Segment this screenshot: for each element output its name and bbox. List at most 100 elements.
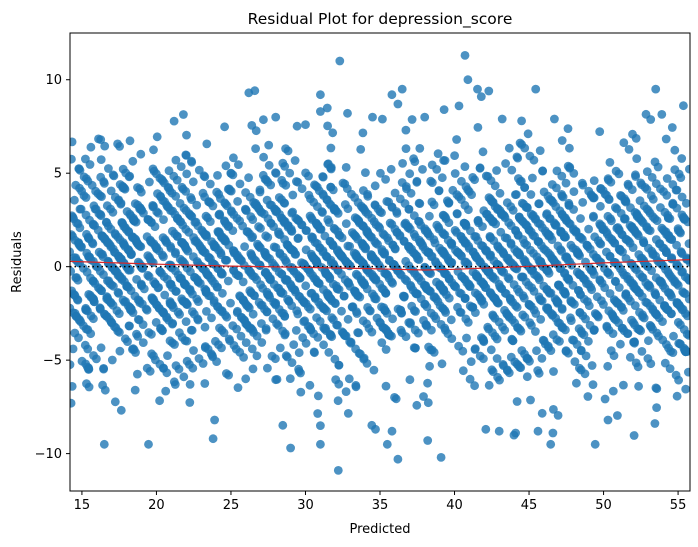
scatter-point: [134, 240, 143, 250]
scatter-point: [294, 348, 304, 358]
scatter-point: [70, 382, 77, 391]
outlier-point: [517, 116, 526, 126]
scatter-point: [375, 317, 385, 327]
scatter-point: [224, 370, 234, 380]
scatter-point: [614, 169, 624, 179]
scatter-point: [565, 162, 575, 172]
scatter-point: [370, 181, 380, 191]
scatter-point: [657, 259, 666, 269]
scatter-point: [668, 198, 678, 208]
scatter-point: [450, 281, 460, 291]
scatter-point: [562, 273, 572, 283]
scatter-point: [600, 283, 610, 293]
scatter-point: [467, 190, 476, 200]
scatter-point: [494, 261, 504, 271]
scatter-point: [576, 214, 585, 223]
scatter-point: [177, 256, 187, 266]
outlier-point: [533, 426, 543, 436]
scatter-point: [159, 272, 169, 282]
scatter-point: [70, 231, 77, 241]
scatter-point: [100, 141, 110, 151]
scatter-point: [581, 257, 590, 267]
scatter-point: [297, 184, 307, 194]
scatter-point: [436, 320, 446, 329]
scatter-point: [351, 287, 360, 297]
scatter-point: [458, 366, 468, 376]
scatter-point: [464, 205, 473, 215]
scatter-point: [210, 279, 220, 288]
scatter-point: [564, 200, 574, 210]
scatter-point: [568, 335, 577, 345]
scatter-point: [86, 142, 96, 152]
scatter-point: [516, 326, 526, 336]
outlier-point: [371, 424, 380, 434]
scatter-point: [142, 305, 152, 315]
scatter-point: [218, 288, 227, 298]
scatter-point: [429, 292, 439, 302]
scatter-point: [80, 340, 90, 350]
scatter-point: [185, 380, 195, 389]
scatter-point: [288, 207, 297, 217]
scatter-point: [534, 273, 543, 283]
scatter-point: [166, 280, 176, 289]
scatter-point: [414, 198, 424, 208]
scatter-point: [539, 244, 549, 254]
scatter-point: [645, 208, 655, 218]
scatter-point: [511, 190, 520, 200]
scatter-point: [262, 307, 272, 317]
scatter-point: [293, 215, 303, 225]
scatter-point: [189, 346, 198, 355]
scatter-point: [126, 286, 136, 295]
scatter-point: [213, 302, 223, 311]
scatter-point: [315, 317, 325, 326]
scatter-point: [332, 284, 342, 293]
outlier-point: [316, 90, 325, 100]
scatter-point: [602, 229, 612, 239]
scatter-point: [522, 372, 532, 382]
scatter-point: [148, 258, 158, 267]
scatter-point: [652, 403, 661, 412]
scatter-point: [97, 286, 106, 295]
scatter-point: [387, 426, 397, 436]
scatter-point: [156, 323, 166, 333]
scatter-point: [356, 201, 366, 211]
scatter-point: [168, 319, 177, 329]
outlier-point: [393, 99, 403, 109]
scatter-point: [473, 123, 483, 132]
scatter-point: [356, 145, 366, 154]
scatter-point: [233, 383, 243, 392]
scatter-point: [221, 219, 231, 229]
scatter-point: [260, 268, 270, 278]
scatter-point: [194, 297, 203, 306]
scatter-point: [116, 405, 126, 415]
scatter-point: [144, 272, 154, 281]
scatter-point: [313, 409, 323, 418]
outlier-point: [548, 428, 558, 438]
scatter-point: [523, 129, 533, 139]
scatter-point: [160, 197, 170, 207]
scatter-point: [254, 298, 264, 307]
scatter-point: [236, 331, 246, 341]
scatter-point: [478, 147, 488, 157]
scatter-point: [637, 347, 647, 356]
scatter-point: [152, 243, 161, 253]
scatter-point: [668, 274, 677, 283]
scatter-point: [450, 169, 460, 178]
scatter-point: [271, 169, 281, 178]
scatter-point: [413, 328, 423, 338]
scatter-point: [613, 411, 622, 420]
scatter-point: [212, 357, 222, 366]
scatter-point: [333, 396, 343, 406]
scatter-point: [133, 200, 143, 210]
scatter-point: [616, 191, 625, 200]
scatter-point: [194, 354, 204, 363]
scatter-point: [285, 374, 295, 383]
scatter-point: [528, 173, 537, 183]
scatter-point: [343, 108, 352, 118]
outlier-point: [316, 107, 325, 116]
scatter-point: [391, 394, 401, 404]
scatter-point: [181, 317, 191, 326]
scatter-point: [503, 366, 512, 376]
scatter-point: [533, 366, 543, 375]
scatter-point: [465, 374, 475, 384]
